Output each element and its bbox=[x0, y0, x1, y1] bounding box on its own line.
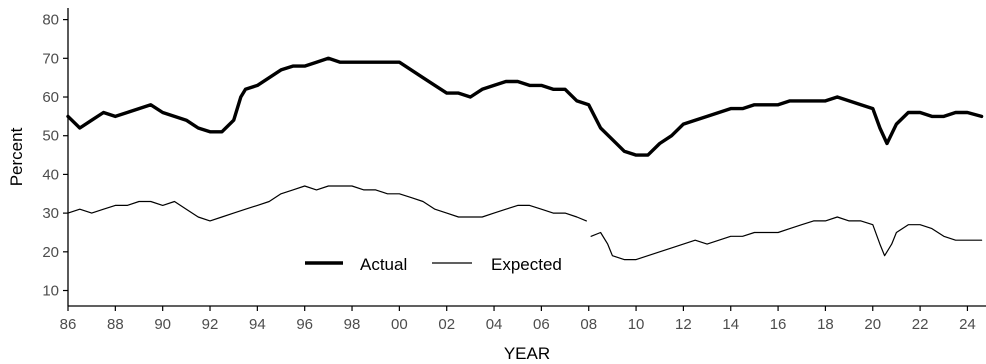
x-tick-label-94: 94 bbox=[249, 316, 266, 333]
x-tick-label-08: 08 bbox=[580, 316, 597, 333]
x-tick-label-06: 06 bbox=[533, 316, 550, 333]
x-tick-label-24: 24 bbox=[959, 316, 976, 333]
x-tick-label-90: 90 bbox=[154, 316, 171, 333]
y-axis-title: Percent bbox=[7, 127, 26, 186]
legend-label-expected: Expected bbox=[491, 255, 562, 274]
y-tick-label-70: 70 bbox=[42, 50, 59, 67]
x-tick-label-00: 00 bbox=[391, 316, 408, 333]
x-tick-label-20: 20 bbox=[864, 316, 881, 333]
plot-area: 10 20 30 40 50 60 70 80 86 88 90 92 94 96 98 00 02 04 06 0… bbox=[42, 8, 986, 333]
series-actual-line-1 bbox=[66, 56, 984, 157]
x-tick-label-88: 88 bbox=[107, 316, 124, 333]
x-ticks: 86 88 90 92 94 96 98 00 02 04 06 08 10 12 14 16 18 20 22 24 bbox=[60, 306, 976, 333]
x-tick-label-14: 14 bbox=[722, 316, 739, 333]
y-tick-label-40: 40 bbox=[42, 166, 59, 183]
y-tick-label-80: 80 bbox=[42, 12, 59, 29]
legend: Actual Expected bbox=[305, 255, 562, 274]
series-group bbox=[66, 56, 984, 261]
x-tick-label-98: 98 bbox=[344, 316, 361, 333]
x-tick-label-12: 12 bbox=[675, 316, 692, 333]
y-ticks: 10 20 30 40 50 60 70 80 bbox=[42, 12, 68, 300]
x-tick-label-04: 04 bbox=[486, 316, 503, 333]
series-expected-line-2 bbox=[590, 216, 983, 261]
series-expected-line-1 bbox=[67, 185, 587, 222]
y-tick-label-50: 50 bbox=[42, 128, 59, 145]
x-axis-title: YEAR bbox=[504, 344, 550, 363]
y-tick-label-10: 10 bbox=[42, 283, 59, 300]
x-tick-label-18: 18 bbox=[817, 316, 834, 333]
x-tick-label-16: 16 bbox=[770, 316, 787, 333]
y-tick-label-20: 20 bbox=[42, 244, 59, 261]
x-tick-label-10: 10 bbox=[628, 316, 645, 333]
x-tick-label-02: 02 bbox=[438, 316, 455, 333]
x-tick-label-96: 96 bbox=[296, 316, 313, 333]
x-tick-label-86: 86 bbox=[60, 316, 77, 333]
x-tick-label-92: 92 bbox=[202, 316, 219, 333]
x-tick-label-22: 22 bbox=[912, 316, 929, 333]
y-tick-label-30: 30 bbox=[42, 205, 59, 222]
legend-label-actual: Actual bbox=[360, 255, 407, 274]
y-tick-label-60: 60 bbox=[42, 89, 59, 106]
